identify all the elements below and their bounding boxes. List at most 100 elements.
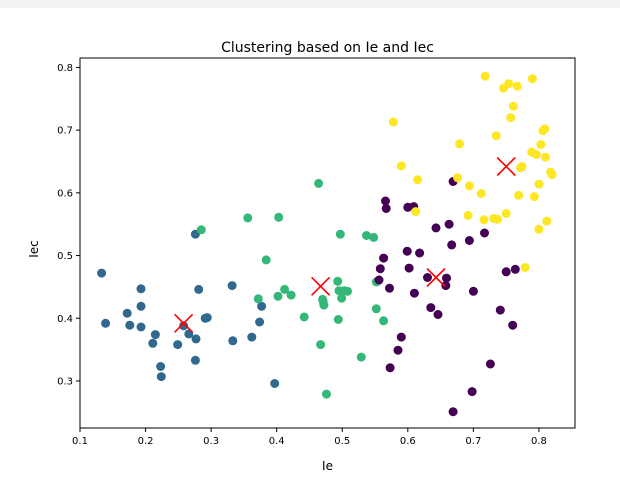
data-point [286, 290, 296, 300]
data-point [333, 276, 343, 286]
data-point [136, 284, 146, 294]
data-point [243, 213, 253, 223]
data-point [495, 305, 505, 315]
x-tick-label: 0.4 [269, 436, 285, 447]
data-point [273, 291, 283, 301]
data-point [413, 175, 423, 185]
data-point [385, 283, 394, 293]
data-point [423, 273, 432, 282]
window-top-strip [0, 0, 620, 8]
data-point [194, 284, 204, 294]
plot-area: 0.1 0.2 0.3 0.4 0.5 0.6 0.7 0.8 0.3 0.4 0.5 0.6 0.7 0… [57, 57, 576, 447]
data-point [534, 224, 544, 234]
data-point [156, 372, 166, 382]
data-point [381, 196, 390, 206]
data-point [404, 263, 414, 273]
data-point [463, 210, 473, 220]
data-point [381, 204, 391, 213]
data-point [196, 225, 206, 235]
data-point [531, 150, 541, 160]
data-point [520, 263, 530, 272]
data-point [274, 212, 284, 222]
data-point [343, 286, 352, 296]
data-point [547, 170, 557, 180]
centroid-stroke [174, 313, 194, 333]
data-point [314, 178, 324, 188]
data-point [506, 113, 516, 123]
y-tick-label: 0.4 [57, 314, 73, 325]
data-point [136, 301, 146, 311]
data-point [173, 340, 183, 350]
data-point [388, 117, 398, 127]
data-point [536, 140, 546, 149]
data-point [433, 310, 443, 319]
data-point [426, 303, 436, 313]
data-point [541, 152, 550, 162]
data-point [190, 355, 200, 365]
centroid-stroke [311, 276, 331, 296]
data-point [476, 189, 486, 198]
x-tick-label: 0.6 [400, 436, 416, 447]
x-tick-label: 0.3 [203, 436, 219, 447]
data-point [136, 322, 146, 332]
data-point [447, 240, 457, 250]
x-axis-label: Ie [322, 459, 333, 473]
centroid-marker [311, 276, 331, 296]
data-point [542, 216, 552, 226]
data-point [156, 362, 166, 371]
data-point [508, 101, 518, 111]
data-point [514, 190, 524, 200]
centroid-stroke [496, 156, 516, 177]
data-point [493, 214, 503, 224]
data-point [402, 246, 412, 256]
figure-background [0, 8, 620, 480]
data-point [464, 181, 474, 191]
data-point [480, 228, 489, 238]
data-point [479, 215, 489, 225]
data-point [299, 312, 309, 322]
data-point [529, 192, 539, 202]
data-point [393, 345, 403, 355]
data-point [253, 294, 263, 304]
data-point [508, 320, 518, 330]
data-point [202, 313, 212, 323]
data-point [510, 264, 520, 274]
data-point [540, 124, 550, 134]
data-point [322, 389, 331, 399]
data-point [356, 352, 366, 362]
data-point [455, 139, 465, 149]
axes-frame [79, 57, 576, 429]
data-point [396, 332, 406, 342]
data-point [270, 379, 280, 388]
centroid-marker [426, 267, 446, 288]
data-point [261, 255, 271, 265]
y-tick-label: 0.6 [57, 188, 73, 199]
x-tick-label: 0.7 [465, 436, 481, 447]
data-point [362, 231, 371, 240]
centroid-marker [496, 156, 516, 177]
chart-title: Clustering based on Ie and Iec [221, 40, 434, 56]
data-point [97, 268, 107, 278]
y-axis-label: Iec [27, 240, 41, 258]
data-point [335, 229, 345, 239]
data-point [247, 332, 257, 342]
data-point [480, 71, 490, 81]
data-point [333, 315, 343, 324]
centroid-stroke [426, 267, 446, 288]
data-point [191, 334, 201, 344]
data-point [501, 267, 511, 277]
data-point [431, 223, 441, 233]
data-point [319, 300, 329, 310]
x-tick-label: 0.2 [138, 436, 154, 447]
data-point [512, 81, 522, 91]
data-point [468, 286, 478, 296]
y-tick-label: 0.5 [57, 251, 73, 262]
data-point [409, 288, 419, 298]
data-point [453, 173, 463, 183]
data-point [448, 407, 458, 417]
data-point [316, 340, 326, 350]
data-point [396, 161, 406, 171]
data-point [122, 308, 132, 318]
y-tick-label: 0.7 [57, 126, 73, 137]
data-point [280, 284, 290, 294]
